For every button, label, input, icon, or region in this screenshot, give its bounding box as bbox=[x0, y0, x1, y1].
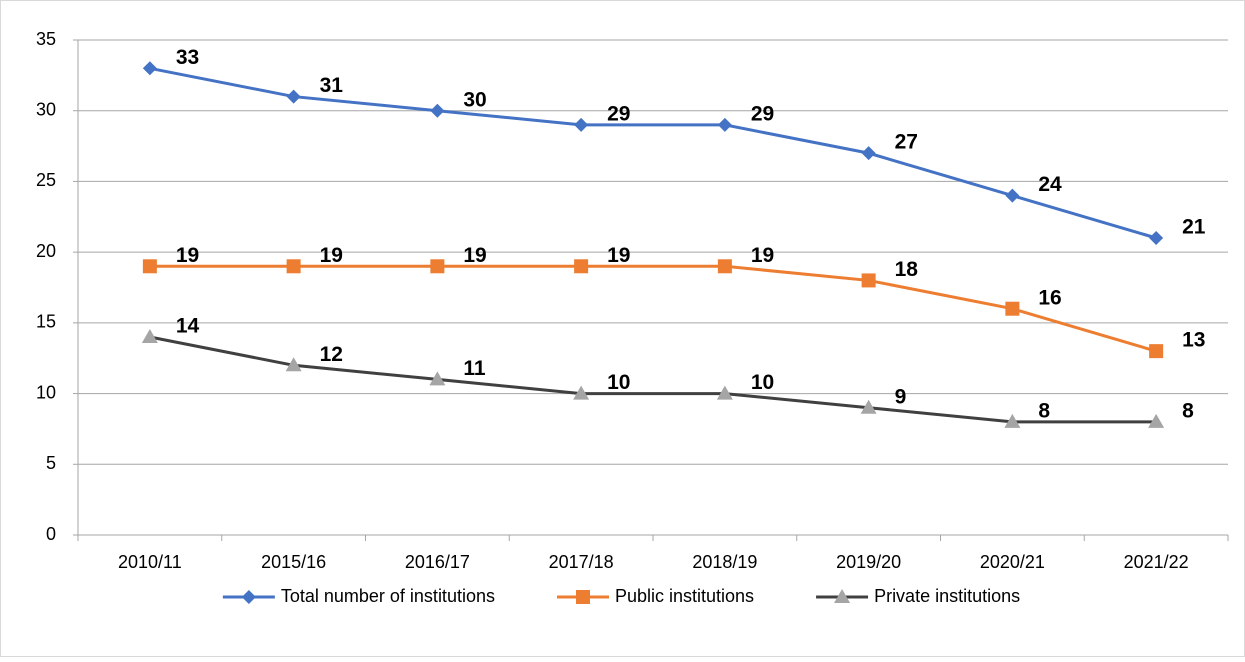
x-tick-label: 2015/16 bbox=[261, 552, 326, 572]
data-label: 29 bbox=[607, 102, 630, 125]
data-point bbox=[861, 273, 876, 288]
data-point bbox=[430, 103, 445, 118]
y-tick-label: 35 bbox=[36, 29, 56, 49]
legend-label: Private institutions bbox=[874, 586, 1020, 606]
data-point bbox=[429, 371, 446, 386]
data-point bbox=[1005, 301, 1020, 316]
data-label: 19 bbox=[607, 244, 630, 267]
data-label: 30 bbox=[463, 88, 486, 111]
data-label: 19 bbox=[320, 244, 343, 267]
legend-marker bbox=[241, 590, 256, 604]
series-line bbox=[149, 335, 1157, 424]
data-point bbox=[1148, 413, 1165, 428]
data-label: 19 bbox=[751, 244, 774, 267]
data-label: 13 bbox=[1182, 329, 1205, 352]
data-label: 10 bbox=[607, 371, 630, 394]
data-point bbox=[574, 117, 589, 132]
data-label: 19 bbox=[176, 244, 199, 267]
data-label: 8 bbox=[1182, 399, 1194, 422]
data-point bbox=[716, 385, 733, 400]
y-tick-label: 5 bbox=[46, 453, 56, 473]
data-point bbox=[574, 259, 589, 274]
y-tick-label: 20 bbox=[36, 241, 56, 261]
y-tick-label: 30 bbox=[36, 99, 56, 119]
data-label: 10 bbox=[751, 371, 774, 394]
legend-label: Public institutions bbox=[615, 586, 754, 606]
series-line bbox=[149, 264, 1157, 353]
legend-marker bbox=[834, 589, 851, 603]
data-point bbox=[430, 259, 445, 274]
data-point bbox=[1149, 231, 1164, 245]
x-tick-label: 2018/19 bbox=[692, 552, 757, 572]
x-tick-label: 2010/11 bbox=[118, 552, 182, 572]
y-tick-label: 0 bbox=[46, 524, 56, 544]
data-point bbox=[860, 399, 877, 414]
data-point bbox=[573, 385, 590, 400]
x-tick-label: 2021/22 bbox=[1124, 552, 1189, 572]
data-point bbox=[717, 117, 732, 132]
series-line bbox=[149, 66, 1157, 240]
data-point bbox=[717, 259, 732, 274]
data-point bbox=[1005, 188, 1020, 203]
x-tick-label: 2016/17 bbox=[405, 552, 470, 572]
legend-label: Total number of institutions bbox=[281, 586, 495, 606]
data-label: 33 bbox=[176, 46, 199, 69]
data-label: 21 bbox=[1182, 216, 1206, 239]
data-label: 14 bbox=[176, 315, 200, 338]
data-point bbox=[1149, 344, 1164, 359]
data-point bbox=[141, 329, 158, 343]
legend-marker bbox=[575, 590, 590, 604]
data-point bbox=[1004, 413, 1021, 428]
data-point bbox=[142, 61, 157, 76]
x-tick-label: 2019/20 bbox=[836, 552, 901, 572]
data-point bbox=[286, 89, 301, 104]
data-label: 16 bbox=[1038, 286, 1061, 309]
x-tick-label: 2020/21 bbox=[980, 552, 1045, 572]
data-label: 31 bbox=[320, 74, 344, 97]
data-point bbox=[286, 259, 301, 274]
data-point bbox=[861, 146, 876, 161]
y-tick-label: 25 bbox=[36, 170, 56, 190]
data-label: 19 bbox=[463, 244, 486, 267]
y-tick-label: 15 bbox=[36, 312, 56, 332]
x-tick-label: 2017/18 bbox=[549, 552, 614, 572]
data-label: 8 bbox=[1038, 399, 1050, 422]
data-point bbox=[285, 357, 302, 372]
data-label: 24 bbox=[1038, 173, 1062, 196]
data-label: 27 bbox=[895, 131, 918, 154]
data-label: 9 bbox=[895, 385, 907, 408]
data-label: 29 bbox=[751, 102, 774, 125]
data-label: 11 bbox=[463, 357, 486, 380]
data-label: 18 bbox=[895, 258, 919, 281]
y-tick-label: 10 bbox=[36, 382, 56, 402]
data-label: 12 bbox=[320, 343, 343, 366]
data-point bbox=[142, 259, 157, 274]
